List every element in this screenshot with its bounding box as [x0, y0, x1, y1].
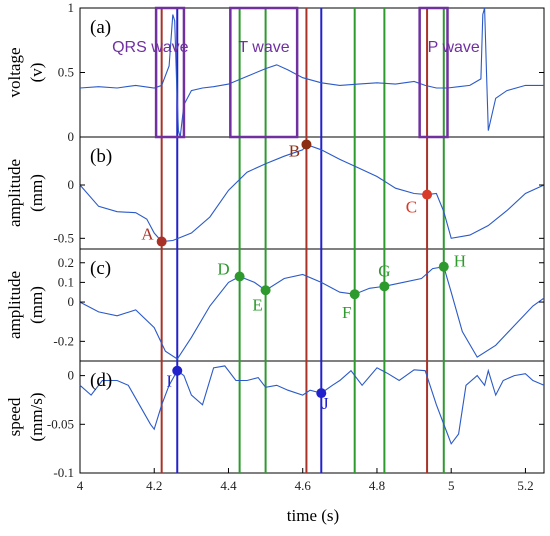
- y-tick-label: 0.2: [58, 255, 74, 270]
- y-axis-label: voltage: [5, 47, 24, 97]
- annotation-box: [154, 6, 186, 139]
- point-label: F: [342, 303, 351, 322]
- x-tick-label: 5: [448, 478, 455, 493]
- point-label: B: [289, 141, 300, 160]
- point-marker: [172, 365, 183, 376]
- point-label: G: [378, 261, 390, 280]
- point-marker: [349, 289, 360, 300]
- panel-d-signal-line: [79, 365, 545, 445]
- panel-a: 0 0.5 1 voltage (v) (a)QRS wave T wave P wave: [5, 0, 544, 144]
- annotation-box: [229, 6, 299, 139]
- point-marker: [438, 261, 449, 272]
- x-tick-label: 4.8: [369, 478, 385, 493]
- annotation-label: QRS wave: [112, 39, 189, 56]
- y-tick-label: 0: [68, 177, 75, 192]
- point-label: E: [252, 295, 262, 314]
- point-marker: [316, 388, 327, 399]
- y-tick-label: -0.5: [53, 230, 74, 245]
- y-tick-label: -0.05: [47, 416, 74, 431]
- panel-label: (a): [90, 17, 111, 38]
- y-tick-label: 1: [68, 0, 75, 15]
- y-axis-label: (mm): [27, 174, 46, 212]
- y-tick-label: 0: [68, 294, 75, 309]
- y-axis-label: (mm): [27, 286, 46, 324]
- panel-a-signal-line: [79, 7, 544, 138]
- y-axis-label: (v): [27, 63, 46, 83]
- annotation-label: T wave: [238, 39, 289, 56]
- panel-c: -0.2 0 0.1 0.2 amplitude (mm) (c) D E F G H: [5, 252, 545, 360]
- y-axis-label: amplitude: [5, 159, 24, 227]
- y-tick-label: 0.5: [58, 65, 74, 80]
- y-tick-label: 0.1: [58, 274, 74, 289]
- y-tick-label: 0: [68, 368, 75, 383]
- point-marker: [422, 189, 433, 200]
- panel-c-signal-line: [79, 266, 545, 360]
- x-tick-label: 4: [77, 478, 84, 493]
- panel-d: -0.1 -0.05 0 speed (mm/s) (d) I J: [5, 365, 545, 480]
- point-marker: [156, 236, 167, 247]
- y-tick-label: -0.2: [53, 333, 74, 348]
- point-marker: [260, 285, 271, 296]
- x-tick-label: 4.4: [220, 478, 237, 493]
- point-label: D: [217, 260, 229, 279]
- panel-b: -0.5 0 amplitude (mm) (b) A B C: [5, 139, 545, 247]
- x-axis: 4 4.2 4.4 4.6 4.8 5 5.2: [77, 468, 534, 493]
- y-tick-label: -0.1: [53, 465, 74, 480]
- point-marker: [301, 139, 312, 150]
- panel-a-frame: [79, 7, 545, 138]
- y-axis-label: amplitude: [5, 271, 24, 339]
- point-marker: [234, 271, 245, 282]
- annotation-box: [418, 6, 449, 139]
- x-tick-label: 4.2: [146, 478, 162, 493]
- y-axis-label: speed: [5, 397, 24, 436]
- x-tick-label: 4.6: [295, 478, 312, 493]
- point-marker: [379, 281, 390, 292]
- x-axis-label: time (s): [287, 506, 339, 525]
- y-tick-label: 0: [68, 129, 75, 144]
- panel-label: (d): [90, 370, 112, 391]
- panel-d-frame: [79, 360, 545, 474]
- point-label: H: [454, 252, 466, 271]
- point-label: J: [322, 394, 329, 413]
- point-label: C: [406, 198, 417, 217]
- panel-c-frame: [79, 248, 545, 362]
- panel-label: (b): [90, 146, 112, 167]
- y-axis-label: (mm/s): [27, 392, 46, 441]
- x-tick-label: 5.2: [517, 478, 533, 493]
- panel-label: (c): [90, 258, 111, 279]
- point-label: I: [166, 372, 172, 391]
- annotation-label: P wave: [428, 39, 480, 56]
- point-label: A: [141, 225, 154, 244]
